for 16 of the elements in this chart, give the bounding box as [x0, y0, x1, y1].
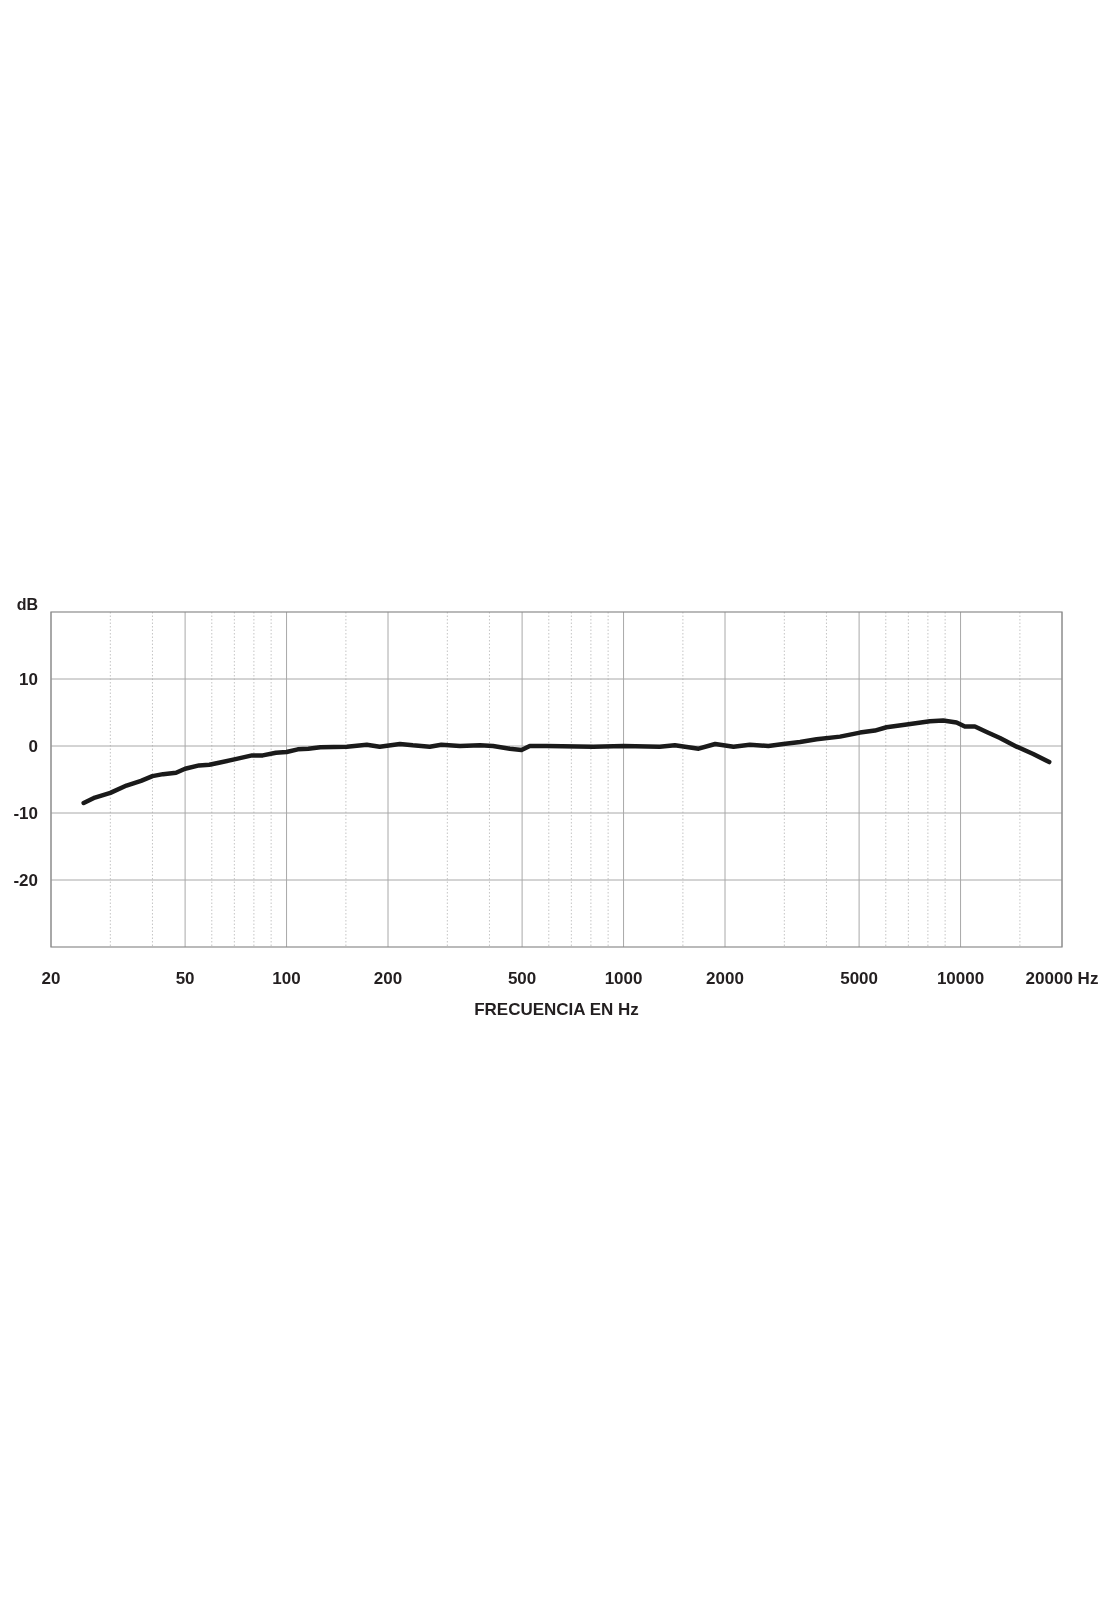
y-tick-label: 10 — [19, 669, 38, 689]
x-tick-label: 20000 Hz — [1025, 969, 1099, 988]
y-tick-label: -10 — [13, 803, 38, 823]
x-tick-label: 2000 — [706, 969, 744, 988]
x-tick-label: 500 — [507, 969, 537, 988]
y-tick-label: -20 — [13, 870, 38, 890]
y-axis-title: dB — [16, 595, 38, 613]
x-tick-label: 20 — [41, 969, 61, 988]
x-tick-label: 100 — [272, 969, 301, 988]
x-tick-label: 5000 — [840, 969, 879, 988]
x-tick-label: 200 — [373, 969, 403, 988]
x-tick-label: 50 — [175, 969, 195, 988]
x-tick-label: 10000 — [936, 969, 985, 988]
x-axis-title: FRECUENCIA EN Hz — [474, 1000, 639, 1019]
x-tick-label: 1000 — [604, 969, 643, 988]
y-tick-label: 0 — [28, 736, 38, 756]
